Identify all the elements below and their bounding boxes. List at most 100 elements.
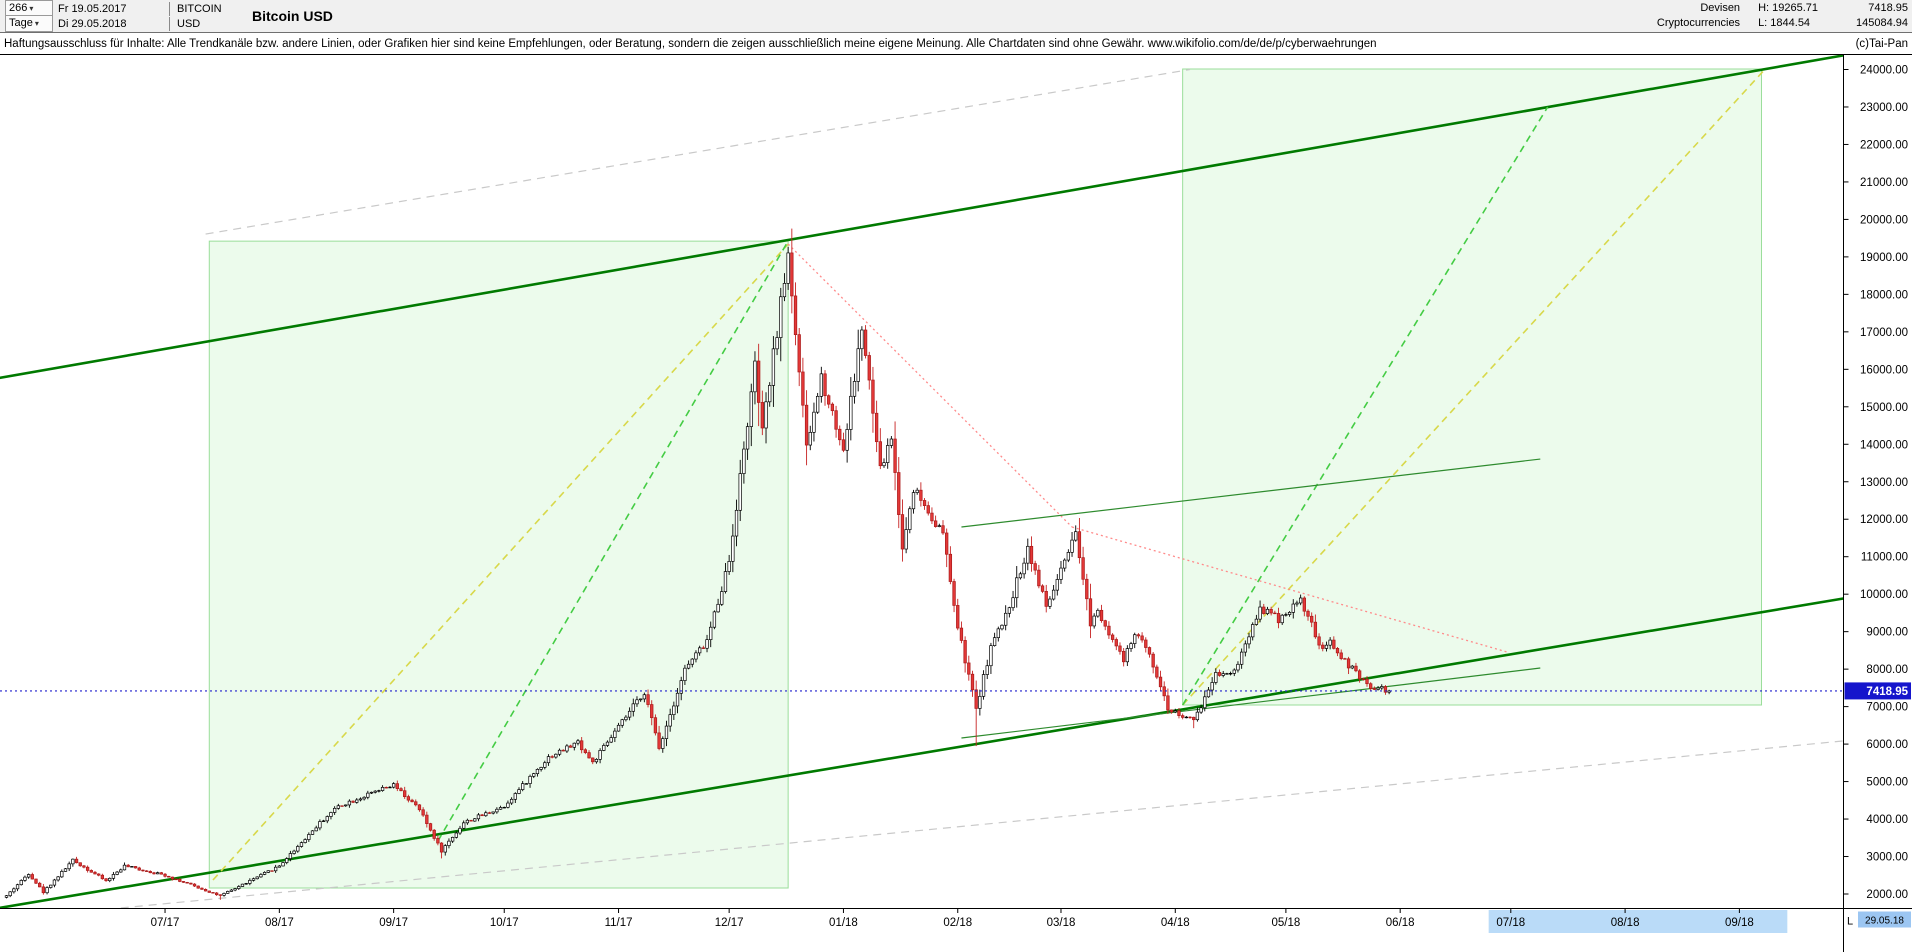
candle-body: [664, 725, 669, 739]
candle-body: [893, 438, 897, 473]
candle-body: [4, 895, 9, 898]
time-axis[interactable]: 07/17 08/17 09/17 10/17 11/17 12/17 01/18 02/18…: [0, 908, 1912, 952]
candle-body: [1051, 589, 1056, 600]
candle-body: [1354, 665, 1358, 672]
candle-body: [97, 873, 101, 876]
channel-upper-line[interactable]: [0, 54, 1847, 380]
candle-body: [602, 745, 606, 751]
candle-body: [1114, 639, 1118, 647]
candle-body: [930, 512, 934, 522]
market-subcategory-label: Cryptocurrencies: [1656, 17, 1741, 29]
downtrend-red-dotted-line-2[interactable]: [1071, 526, 1508, 653]
candle-body: [856, 348, 860, 382]
candle-body: [1365, 678, 1369, 685]
projection-2018-zone: [1182, 68, 1763, 706]
consolidation-lower-line[interactable]: [961, 667, 1541, 739]
candle-body: [827, 395, 831, 405]
candle-body: [889, 438, 894, 446]
candle-body: [919, 489, 923, 501]
date-to-field[interactable]: Di 29.05.2018: [58, 17, 127, 30]
candle-body: [760, 402, 764, 429]
time-axis-label: 06/18: [1386, 917, 1415, 929]
last-price-value: 7418.95: [1868, 2, 1908, 14]
candle-body: [1199, 707, 1203, 713]
candle-body: [701, 647, 705, 649]
candle-body: [1144, 639, 1148, 648]
price-axis-label: 14000.00: [1860, 439, 1908, 451]
projection-green-dashed-line[interactable]: [1181, 106, 1549, 706]
candle-body: [1258, 606, 1262, 620]
candle-body: [1273, 612, 1277, 615]
candle-body: [1007, 607, 1012, 614]
trend-lines[interactable]: [0, 54, 1847, 910]
candle-body: [1332, 639, 1336, 649]
candle-body: [941, 525, 945, 534]
candle-body: [1291, 603, 1295, 613]
time-axis-label: 08/17: [265, 917, 294, 929]
candles: [4, 228, 1391, 900]
candle-body: [104, 878, 108, 882]
price-axis-label: 22000.00: [1860, 139, 1908, 151]
candle-body: [207, 890, 211, 893]
candle-body: [454, 832, 458, 838]
candle-body: [779, 296, 783, 338]
channel-lower-line[interactable]: [0, 596, 1847, 910]
candle-body: [745, 426, 750, 450]
candle-body: [458, 827, 462, 834]
time-axis-label: 08/18: [1611, 917, 1640, 929]
downtrend-red-dotted-line-1[interactable]: [787, 243, 1073, 528]
candle-body: [417, 804, 422, 811]
candle-body: [1033, 563, 1037, 571]
candle-body: [1169, 709, 1174, 713]
candle-body: [963, 640, 967, 664]
candle-body: [823, 373, 827, 397]
rally-green-dashed-line[interactable]: [437, 240, 789, 842]
candle-body: [26, 874, 31, 878]
candle-body: [793, 295, 798, 336]
timeframe-dropdown[interactable]: Tage ▾: [5, 15, 53, 32]
candle-body: [274, 866, 278, 872]
candle-body: [1210, 682, 1214, 691]
candle-body: [1361, 678, 1365, 680]
candle-body: [78, 862, 82, 867]
last-date-label: 29.05.18: [1865, 916, 1904, 927]
price-axis-label: 11000.00: [1861, 552, 1908, 564]
candle-body: [675, 692, 680, 707]
candle-body: [517, 789, 521, 794]
candle-body: [1140, 635, 1144, 641]
candle-body: [561, 749, 565, 752]
candle-body: [307, 834, 311, 840]
time-axis-label: 03/18: [1047, 917, 1076, 929]
price-axis-label: 23000.00: [1860, 102, 1908, 114]
candle-body: [1055, 579, 1059, 591]
candle-body: [768, 385, 772, 403]
chart-area[interactable]: 2000.00 3000.00 4000.00 5000.00 6000.00 7000.…: [0, 54, 1912, 952]
candle-body: [521, 783, 525, 790]
date-from-field[interactable]: Fr 19.05.2017: [58, 2, 127, 15]
rally-yellow-dashed-line[interactable]: [212, 243, 789, 881]
time-axis-label: 07/18: [1496, 917, 1525, 929]
candle-body: [1295, 602, 1299, 605]
candle-body: [819, 373, 823, 397]
candle-body: [642, 694, 647, 700]
last-date-highlight: [1858, 911, 1911, 928]
candle-body: [1369, 683, 1373, 689]
candle-body: [871, 379, 875, 414]
grey-dashed-upper-line[interactable]: [205, 68, 1191, 235]
consolidation-upper-line[interactable]: [961, 458, 1541, 528]
price-axis[interactable]: 2000.00 3000.00 4000.00 5000.00 6000.00 7000.…: [1843, 54, 1912, 909]
chart-canvas[interactable]: 2000.00 3000.00 4000.00 5000.00 6000.00 7000.…: [0, 54, 1912, 952]
candle-body: [580, 740, 584, 751]
quote-info-block: Devisen Cryptocurrencies H: 19265.71 L: …: [1657, 1, 1908, 31]
candle-body: [756, 360, 761, 403]
candle-body: [646, 694, 650, 705]
candle-body: [878, 441, 882, 467]
candle-body: [119, 869, 123, 873]
candle-body: [1099, 609, 1104, 621]
candle-body: [12, 888, 16, 893]
candle-body: [900, 514, 905, 550]
candle-body: [874, 412, 879, 443]
candle-body: [1096, 609, 1100, 617]
candle-body: [93, 871, 97, 875]
candle-body: [1081, 557, 1085, 580]
